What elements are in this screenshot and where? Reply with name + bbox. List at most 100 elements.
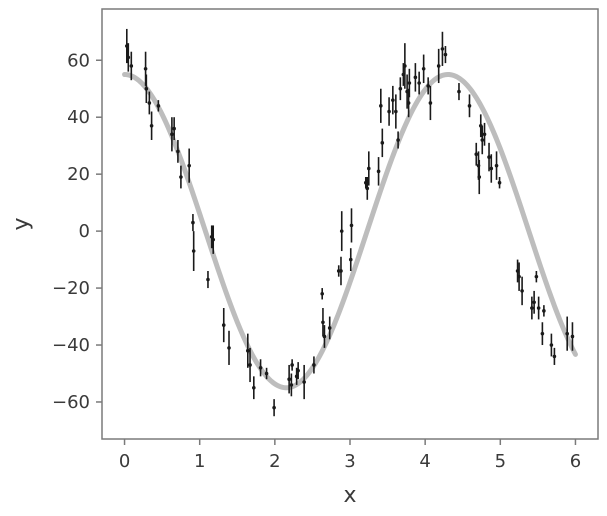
point-marker	[258, 366, 263, 370]
data-point	[497, 177, 502, 189]
point-marker	[517, 274, 521, 279]
point-marker	[494, 163, 499, 168]
x-tick-label: 4	[419, 451, 430, 472]
point-marker	[520, 289, 524, 293]
y-tick-label: 60	[67, 50, 90, 71]
point-marker	[376, 169, 381, 174]
point-marker	[406, 101, 411, 105]
data-point	[480, 125, 485, 155]
data-point	[428, 85, 433, 121]
point-marker	[428, 101, 433, 105]
point-marker	[191, 220, 195, 225]
point-marker	[312, 363, 316, 367]
x-tick-label: 5	[495, 451, 506, 472]
data-point	[290, 359, 294, 371]
y-tick-label: −20	[52, 278, 90, 299]
data-point	[394, 94, 398, 129]
point-marker	[348, 257, 353, 262]
data-point	[339, 256, 343, 286]
point-marker	[379, 104, 383, 108]
data-point	[549, 333, 554, 357]
point-marker	[398, 86, 403, 91]
point-marker	[413, 75, 418, 80]
point-marker	[322, 334, 327, 339]
data-point	[206, 270, 210, 289]
data-point	[457, 83, 461, 101]
point-marker	[457, 89, 461, 94]
data-point	[407, 68, 412, 98]
data-point	[176, 139, 180, 163]
point-marker	[403, 64, 407, 68]
point-marker	[440, 47, 445, 51]
data-point	[540, 322, 545, 346]
data-point	[179, 165, 183, 189]
data-point	[570, 322, 575, 351]
data-point	[258, 359, 263, 377]
point-marker	[426, 84, 430, 88]
point-marker	[143, 67, 148, 71]
data-point	[413, 63, 418, 92]
point-marker	[349, 223, 354, 228]
x-tick-label: 1	[194, 451, 205, 472]
point-marker	[272, 405, 276, 410]
data-point	[376, 157, 381, 186]
point-marker	[264, 371, 269, 376]
x-tick-label: 3	[344, 451, 355, 472]
data-point	[287, 364, 291, 394]
y-tick-label: −40	[52, 335, 90, 356]
data-point	[191, 214, 195, 232]
point-marker	[179, 175, 183, 179]
point-marker	[565, 331, 569, 336]
data-point	[396, 131, 400, 149]
data-point	[349, 208, 354, 243]
point-marker	[156, 104, 161, 108]
point-marker	[227, 346, 231, 350]
model-curve	[122, 71, 578, 391]
data-point	[172, 117, 176, 140]
point-marker	[366, 166, 371, 171]
data-point	[366, 151, 371, 186]
data-point	[387, 97, 391, 126]
model-curve-layer	[122, 71, 578, 391]
data-point	[380, 128, 385, 158]
point-marker	[530, 306, 534, 310]
data-point	[532, 290, 536, 314]
y-tick-label: 0	[79, 221, 90, 242]
point-marker	[552, 354, 557, 359]
point-marker	[436, 64, 441, 68]
point-marker	[206, 277, 210, 282]
point-marker	[320, 291, 324, 296]
data-point	[482, 122, 487, 146]
data-point	[421, 54, 426, 84]
point-marker	[211, 237, 216, 242]
data-point	[289, 373, 294, 397]
data-point	[296, 362, 300, 380]
y-tick-label: 20	[67, 164, 90, 185]
data-point	[245, 333, 250, 368]
point-marker	[421, 67, 426, 71]
point-marker	[252, 385, 256, 390]
point-marker	[417, 81, 421, 85]
data-point	[272, 399, 276, 417]
data-point	[417, 71, 421, 95]
data-point	[487, 142, 491, 172]
point-marker	[129, 64, 134, 68]
point-marker	[540, 331, 545, 336]
point-marker	[176, 149, 180, 154]
point-marker	[296, 368, 300, 373]
data-point	[264, 367, 269, 380]
data-point	[536, 296, 541, 320]
data-point	[398, 77, 403, 101]
data-point	[156, 100, 161, 112]
data-point	[565, 316, 569, 351]
point-marker	[532, 300, 536, 305]
data-point	[252, 376, 256, 400]
x-tick-label: 0	[119, 451, 130, 472]
data-point	[149, 111, 154, 140]
data-point	[322, 325, 327, 348]
data-point	[517, 262, 521, 291]
data-point	[520, 276, 524, 306]
point-marker	[248, 363, 252, 367]
point-marker	[221, 323, 226, 327]
point-marker	[290, 363, 294, 367]
